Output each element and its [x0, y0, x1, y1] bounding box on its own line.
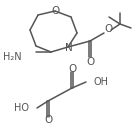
Text: O: O [44, 115, 52, 125]
Text: H₂N: H₂N [3, 52, 21, 62]
Text: O: O [68, 64, 76, 74]
Text: N: N [65, 43, 73, 53]
Text: OH: OH [93, 77, 108, 87]
Text: O: O [104, 24, 112, 34]
Text: HO: HO [14, 103, 29, 113]
Text: O: O [51, 6, 59, 16]
Text: O: O [86, 57, 94, 67]
